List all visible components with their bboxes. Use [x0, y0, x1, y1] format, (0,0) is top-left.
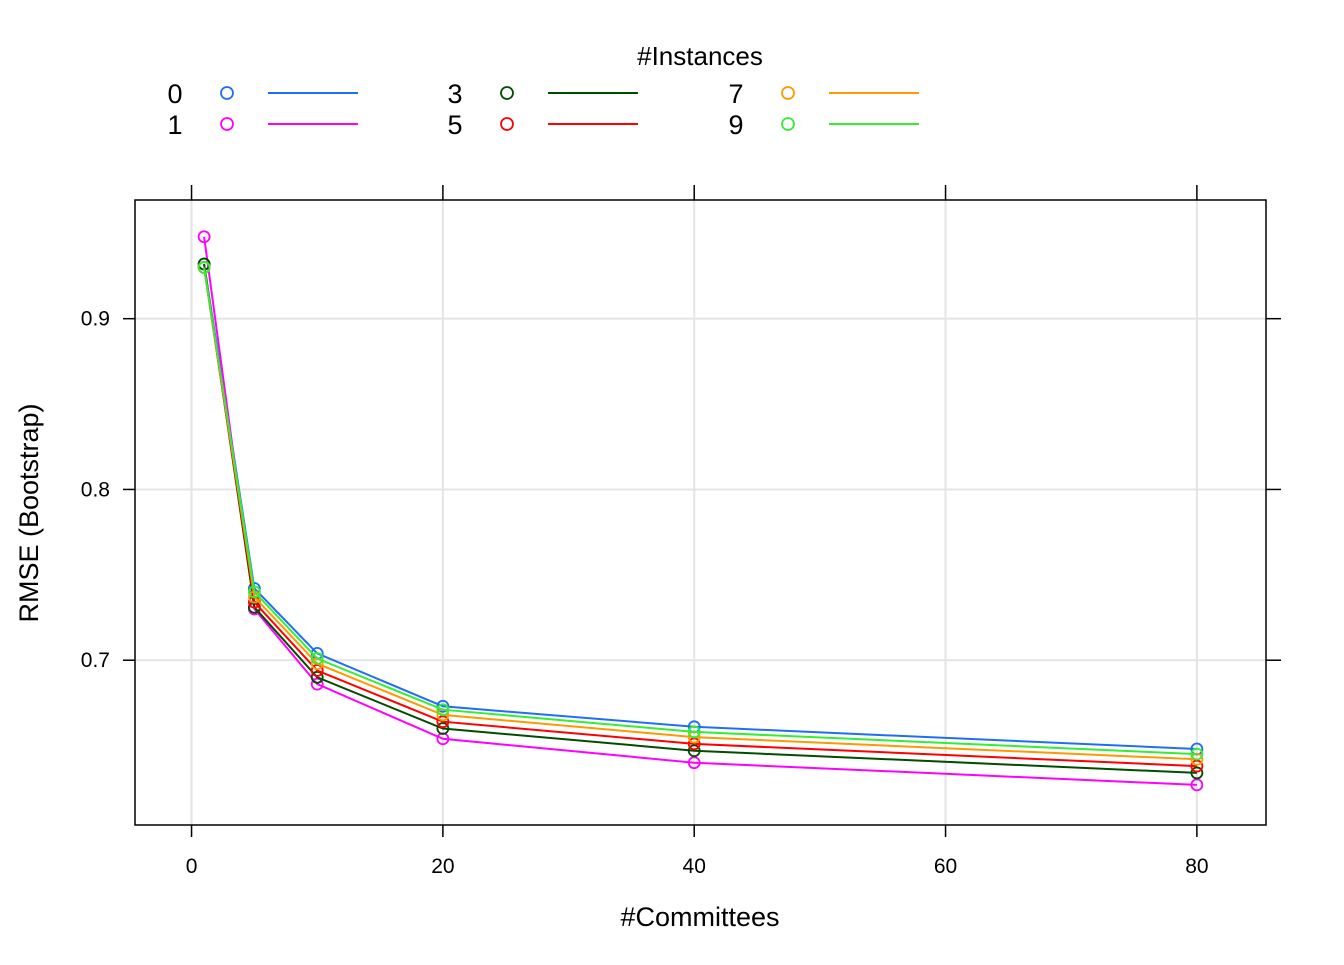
legend-marker-0: [220, 86, 234, 100]
legend-label-5: 5: [447, 110, 462, 140]
x-tick-label: 40: [683, 855, 706, 878]
plot-frame: [134, 199, 1267, 826]
series-line-9: [203, 267, 1197, 756]
data-point-1: [197, 230, 211, 244]
series-line-3: [203, 263, 1197, 774]
data-point-1: [1190, 778, 1204, 792]
y-tick-label: 0.8: [81, 478, 110, 501]
data-point-9: [197, 261, 211, 274]
data-point-9: [247, 585, 261, 599]
legend-marker-1: [220, 117, 234, 131]
legend-label-3: 3: [447, 79, 462, 109]
legend-marker-3: [500, 86, 514, 100]
data-point-3: [436, 722, 450, 735]
legend-label-9: 9: [728, 110, 743, 140]
series-layer: [197, 230, 1204, 792]
legend-marker-7: [781, 86, 795, 100]
legend-marker-9: [781, 117, 795, 131]
axis-layer: 0 20 40 60 80 0.7 0.8 0.9: [81, 185, 1281, 878]
data-point-9: [310, 652, 324, 665]
data-point-5: [436, 715, 450, 729]
series-line-0: [203, 263, 1197, 750]
data-point-5: [1190, 759, 1204, 773]
legend-label-1: 1: [167, 110, 182, 140]
legend-label-0: 0: [167, 79, 182, 109]
x-tick-label: 20: [431, 855, 454, 878]
data-point-1: [687, 756, 701, 770]
data-point-9: [687, 725, 701, 739]
data-point-1: [310, 677, 324, 691]
data-point-5: [687, 737, 701, 751]
y-axis-label: RMSE (Bootstrap): [14, 403, 44, 622]
x-tick-label: 60: [934, 855, 957, 878]
legend-marker-5: [500, 117, 514, 131]
legend-title: #Instances: [637, 41, 763, 71]
data-point-3: [310, 670, 324, 684]
data-point-0: [436, 699, 450, 713]
x-tick-label: 0: [186, 855, 198, 878]
x-axis-label: #Committees: [620, 902, 779, 932]
y-tick-label: 0.9: [81, 308, 110, 331]
data-point-3: [1190, 766, 1204, 780]
data-point-9: [1190, 747, 1204, 761]
x-tick-label: 80: [1185, 855, 1208, 878]
data-point-3: [687, 744, 701, 758]
data-point-9: [436, 703, 450, 717]
legend: #Instances 01 35 79: [167, 41, 919, 140]
legend-label-7: 7: [728, 79, 743, 109]
y-tick-label: 0.7: [81, 649, 110, 672]
data-point-5: [310, 664, 324, 677]
